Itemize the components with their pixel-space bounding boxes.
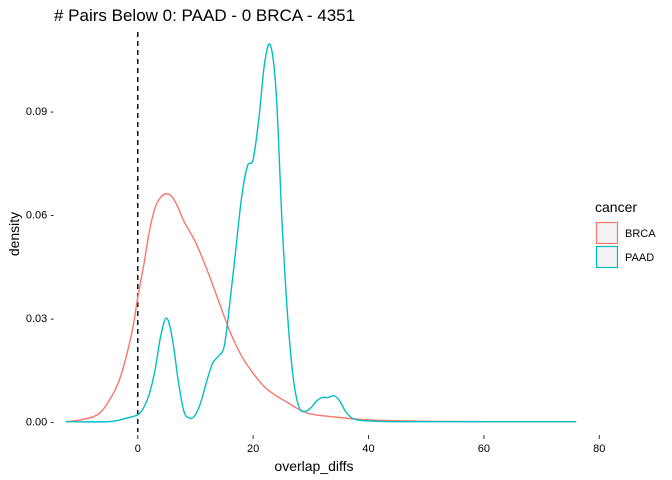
legend-label-paad: PAAD	[625, 252, 654, 264]
series-line-paad	[65, 43, 577, 423]
y-axis-ticks: 0.00 - 0.03 - 0.06 - 0.09 -	[26, 106, 54, 429]
x-tick-label: 60	[478, 443, 490, 455]
legend-label-brca: BRCA	[625, 228, 656, 240]
legend-key-paad	[595, 245, 619, 269]
y-tick-label: 0.09 -	[26, 106, 54, 118]
plot-panel	[65, 32, 577, 432]
x-tick-label: 80	[593, 443, 605, 455]
legend: cancer BRCA PAAD	[595, 199, 656, 269]
x-axis-ticks: 0 20 40 60 80	[135, 435, 605, 455]
y-tick-label: 0.03 -	[26, 313, 54, 325]
legend-key-brca	[595, 221, 619, 245]
legend-title: cancer	[595, 199, 637, 215]
x-tick-label: 20	[247, 443, 259, 455]
y-axis-title: density	[6, 212, 22, 256]
series-line-brca	[65, 193, 577, 423]
y-tick-label: 0.00 -	[26, 417, 54, 429]
x-tick-label: 0	[135, 443, 141, 455]
x-axis-title: overlap_diffs	[274, 458, 353, 474]
chart-title: # Pairs Below 0: PAAD - 0 BRCA - 4351	[54, 6, 355, 25]
y-tick-label: 0.06 -	[26, 209, 54, 221]
x-tick-label: 40	[362, 443, 374, 455]
